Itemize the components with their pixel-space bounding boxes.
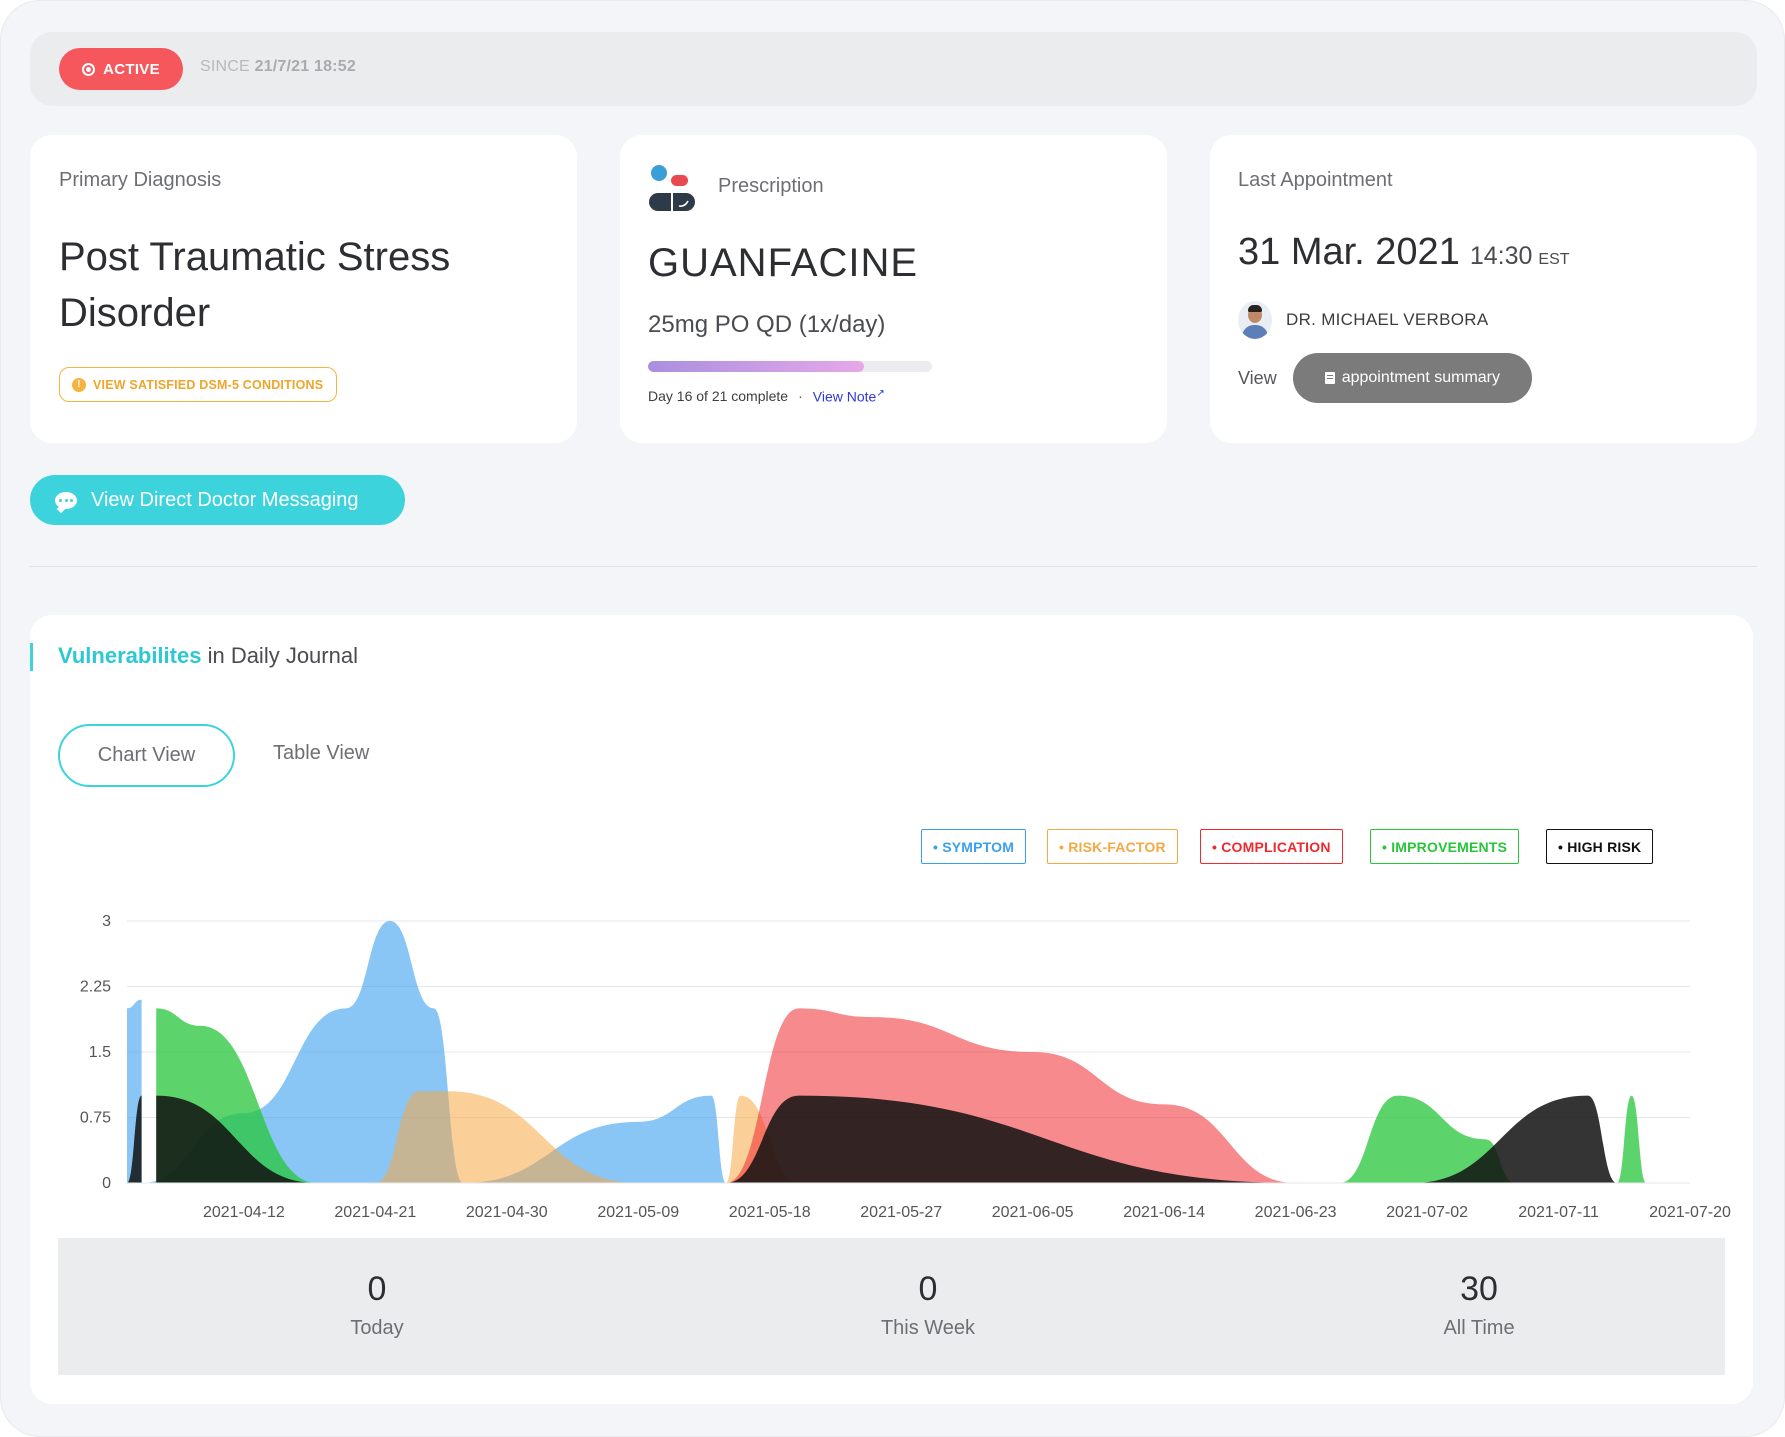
prescription-progress-fill xyxy=(648,361,865,372)
vulnerabilities-card: Vulnerabilites in Daily Journal Chart Vi… xyxy=(30,615,1753,1404)
x-tick-label: 2021-07-20 xyxy=(1649,1204,1731,1221)
diagnosis-label: Primary Diagnosis xyxy=(59,169,222,191)
vulnerabilities-title: Vulnerabilites in Daily Journal xyxy=(58,643,358,669)
document-icon xyxy=(1324,372,1335,384)
prescription-label: Prescription xyxy=(718,175,824,197)
x-tick-label: 2021-05-18 xyxy=(729,1204,811,1221)
separator-dot: · xyxy=(798,388,803,405)
prescription-card: Prescription GUANFACINE 25mg PO QD (1x/d… xyxy=(620,135,1167,443)
drug-name: GUANFACINE xyxy=(648,241,919,285)
legend-risk-factor[interactable]: • RISK-FACTOR xyxy=(1047,829,1178,864)
appointment-label: Last Appointment xyxy=(1238,169,1393,191)
y-tick-label: 3 xyxy=(102,913,111,930)
y-tick-label: 0.75 xyxy=(80,1110,111,1127)
x-tick-label: 2021-04-12 xyxy=(203,1204,285,1221)
diagnosis-title: Post Traumatic Stress Disorder xyxy=(59,235,451,335)
view-note-link[interactable]: View Note↗ xyxy=(813,388,885,405)
messaging-button-label: View Direct Doctor Messaging xyxy=(91,488,359,511)
vulnerabilities-title-bold: Vulnerabilites xyxy=(58,643,202,668)
appointment-time: 14:30 xyxy=(1469,242,1533,270)
doctor-row: DR. MICHAEL VERBORA xyxy=(1238,301,1489,339)
view-row: View appointment summary xyxy=(1238,353,1532,403)
diagnosis-card: Primary Diagnosis Post Traumatic Stress … xyxy=(30,135,577,443)
area-high-risk xyxy=(127,1095,1617,1183)
active-badge: ACTIVE xyxy=(59,48,183,90)
legend-improvements[interactable]: • IMPROVEMENTS xyxy=(1370,829,1520,864)
appointment-summary-button[interactable]: appointment summary xyxy=(1292,353,1532,403)
x-tick-label: 2021-06-23 xyxy=(1255,1204,1337,1221)
progress-row: Day 16 of 21 complete · View Note↗ xyxy=(648,388,885,405)
pills-icon xyxy=(649,165,695,211)
section-divider xyxy=(30,566,1757,567)
stat-today-value: 0 xyxy=(367,1270,387,1308)
x-tick-label: 2021-06-05 xyxy=(992,1204,1074,1221)
dsm-button-label: VIEW SATISFIED DSM-5 CONDITIONS xyxy=(93,377,324,392)
stat-alltime-value: 30 xyxy=(1460,1270,1498,1308)
x-tick-label: 2021-07-02 xyxy=(1386,1204,1468,1221)
title-accent-bar xyxy=(30,643,33,671)
stat-today-label: Today xyxy=(350,1317,404,1339)
stat-today: 0 Today xyxy=(277,1270,477,1340)
vulnerabilities-title-rest: in Daily Journal xyxy=(207,643,358,668)
since-value: 21/7/21 18:52 xyxy=(254,58,356,75)
view-label: View xyxy=(1238,367,1277,388)
stat-alltime-label: All Time xyxy=(1443,1317,1515,1339)
appointment-zone: EST xyxy=(1538,251,1570,268)
active-label: ACTIVE xyxy=(103,60,160,78)
drug-dose: 25mg PO QD (1x/day) xyxy=(648,311,886,338)
x-tick-label: 2021-06-14 xyxy=(1123,1204,1205,1221)
legend-symptom[interactable]: • SYMPTOM xyxy=(921,829,1027,864)
doctor-name: DR. MICHAEL VERBORA xyxy=(1286,310,1489,329)
area-symptom xyxy=(127,921,726,1183)
since-label: SINCE xyxy=(200,58,250,75)
x-tick-label: 2021-05-09 xyxy=(597,1204,679,1221)
stat-week-label: This Week xyxy=(880,1317,976,1339)
x-tick-label: 2021-05-27 xyxy=(860,1204,942,1221)
tab-table-view[interactable]: Table View xyxy=(273,742,370,764)
view-note-label: View Note xyxy=(812,388,877,405)
y-tick-label: 0 xyxy=(102,1175,111,1192)
stats-panel: 0 Today 0 This Week 30 All Time xyxy=(58,1238,1725,1375)
legend-high-risk[interactable]: • HIGH RISK xyxy=(1546,829,1654,864)
tab-chart-view[interactable]: Chart View xyxy=(58,724,235,787)
x-tick-label: 2021-04-21 xyxy=(334,1204,416,1221)
doctor-avatar xyxy=(1238,301,1272,339)
stat-this-week: 0 This Week xyxy=(828,1270,1028,1340)
legend-complication[interactable]: • COMPLICATION xyxy=(1200,829,1343,864)
prescription-progress-bar xyxy=(648,361,932,372)
dsm-conditions-button[interactable]: ! VIEW SATISFIED DSM-5 CONDITIONS xyxy=(59,367,338,402)
x-tick-label: 2021-07-11 xyxy=(1518,1204,1599,1221)
area-risk-factor xyxy=(375,1091,799,1183)
stat-all-time: 30 All Time xyxy=(1379,1270,1579,1340)
appointment-date: 31 Mar. 2021 xyxy=(1238,231,1460,273)
x-tick-label: 2021-04-30 xyxy=(466,1204,548,1221)
y-tick-label: 1.5 xyxy=(89,1044,111,1061)
summary-button-label: appointment summary xyxy=(1341,369,1500,386)
active-target-icon xyxy=(82,62,96,76)
appointment-datetime: 31 Mar. 2021 14:30 EST xyxy=(1238,231,1570,274)
stat-week-value: 0 xyxy=(918,1270,938,1308)
status-bar: ACTIVE SINCE 21/7/21 18:52 xyxy=(30,32,1757,106)
since-text: SINCE 21/7/21 18:52 xyxy=(200,58,356,76)
vulnerabilities-chart: 0 0.75 1.5 2.25 3 2021-04-12 2021-04-21 2021-04… xyxy=(80,913,1731,1221)
external-link-icon: ↗ xyxy=(876,388,885,399)
progress-text: Day 16 of 21 complete xyxy=(648,388,789,405)
appointment-card: Last Appointment 31 Mar. 2021 14:30 EST … xyxy=(1210,135,1757,443)
info-icon: ! xyxy=(72,377,86,392)
doctor-messaging-button[interactable]: View Direct Doctor Messaging xyxy=(30,475,405,525)
y-tick-label: 2.25 xyxy=(80,979,111,996)
chat-bubble-icon xyxy=(55,491,77,509)
